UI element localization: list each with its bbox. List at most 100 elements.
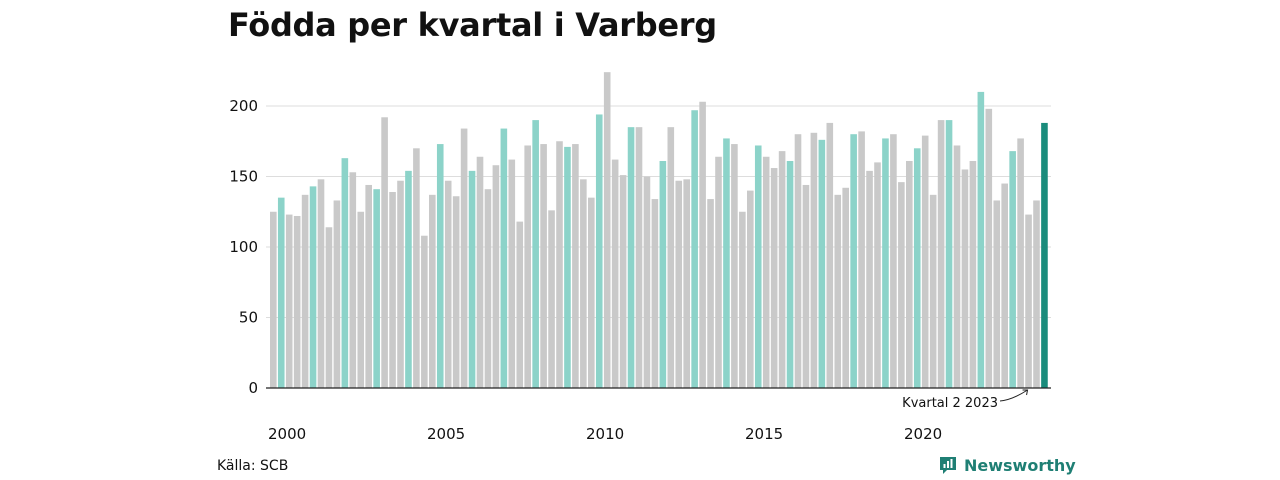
bar-2017-q1 (810, 132, 818, 388)
bar-2006-q3 (476, 156, 484, 388)
bar-2002-q2 (341, 158, 349, 388)
bar-2012-q1 (651, 199, 659, 388)
bar-2016-q3 (794, 134, 802, 388)
bar-2022-q2 (977, 91, 985, 389)
annotation: Kvartal 2 2023 (902, 389, 1029, 411)
bar-2009-q4 (580, 179, 587, 388)
bar-2020-q1 (906, 160, 913, 388)
bar-2000-q4 (293, 215, 301, 388)
bar-2011-q2 (627, 127, 635, 389)
x-tick-label: 2010 (586, 425, 624, 443)
bar-2003-q4 (389, 192, 396, 388)
bar-2021-q2 (945, 120, 953, 388)
chart-title: Födda per kvartal i Varberg (228, 6, 717, 44)
bar-2020-q2 (913, 148, 921, 388)
bar-2018-q1 (842, 187, 849, 388)
bar-2003-q2 (373, 189, 380, 388)
bar-2006-q1 (460, 128, 468, 388)
y-tick-label: 100 (229, 238, 258, 256)
bar-2022-q1 (969, 160, 977, 388)
bar-2017-q3 (826, 122, 834, 389)
y-tick-label: 200 (229, 97, 258, 115)
bar-2023-q4 (1025, 214, 1032, 388)
y-tick-label: 50 (239, 309, 258, 327)
bar-2012-q4 (675, 180, 683, 388)
bar-2006-q4 (484, 189, 492, 388)
bar-2015-q1 (747, 190, 754, 388)
brand-logo: Newsworthy (938, 455, 1076, 475)
bar-2004-q4 (421, 235, 428, 388)
bar-2007-q4 (516, 221, 524, 388)
bar-2008-q4 (548, 210, 555, 388)
x-tick-label: 2015 (745, 425, 783, 443)
bar-2013-q4 (707, 199, 714, 388)
bar-2001-q2 (309, 186, 317, 388)
bar-2016-q4 (802, 184, 810, 388)
bar-2022-q4 (993, 200, 1001, 388)
x-tick-label: 2000 (268, 425, 306, 443)
bar-2024-q1 (1033, 200, 1040, 388)
bar-2024-q2 (1041, 122, 1048, 389)
bar-2008-q3 (540, 144, 547, 388)
bar-2005-q4 (452, 196, 460, 388)
bar-2011-q1 (619, 175, 627, 388)
bar-2015-q3 (762, 156, 770, 388)
bar-2002-q4 (357, 211, 365, 388)
bar-2023-q2 (1009, 151, 1016, 388)
bar-2009-q1 (556, 141, 563, 388)
bar-2023-q3 (1017, 138, 1024, 388)
bar-2000-q2 (277, 197, 285, 388)
bar-2009-q2 (564, 146, 571, 388)
bar-2018-q2 (850, 134, 857, 388)
bar-2007-q1 (492, 165, 500, 388)
annotation-arrowhead (1022, 389, 1029, 396)
bar-2020-q3 (921, 135, 929, 388)
bar-2015-q2 (754, 145, 762, 388)
bar-2000-q1 (270, 211, 277, 388)
bar-2019-q4 (898, 182, 905, 388)
bar-2004-q1 (397, 180, 404, 388)
source-note: Källa: SCB (217, 458, 289, 474)
bar-2005-q2 (436, 144, 444, 388)
bar-2023-q1 (1001, 183, 1008, 388)
bar-2013-q3 (699, 101, 706, 389)
bar-2014-q1 (715, 156, 722, 388)
bar-2021-q3 (953, 145, 961, 388)
bar-2019-q1 (874, 162, 881, 388)
bar-2002-q1 (333, 200, 341, 388)
bar-2005-q1 (429, 194, 436, 388)
annotation-label: Kvartal 2 2023 (902, 396, 998, 411)
x-tick-label: 2020 (904, 425, 942, 443)
bar-2005-q3 (444, 180, 452, 388)
bar-2015-q4 (770, 168, 778, 388)
y-axis-ticks: 0 50 100 150 200 (229, 97, 258, 397)
bar-2014-q2 (723, 138, 730, 388)
bar-2019-q3 (890, 134, 897, 388)
bar-2008-q1 (524, 145, 531, 388)
y-tick-label: 150 (229, 168, 258, 186)
bar-2007-q2 (500, 128, 508, 388)
bar-2002-q3 (349, 172, 357, 388)
bar-2007-q3 (508, 159, 516, 388)
bar-2013-q1 (683, 179, 690, 388)
bar-2006-q2 (468, 170, 476, 388)
bar-2017-q4 (834, 194, 842, 388)
y-tick-label: 0 (248, 379, 258, 397)
bar-2019-q2 (882, 138, 889, 388)
bar-2004-q3 (413, 148, 420, 388)
bars (270, 72, 1048, 389)
bar-2001-q1 (301, 194, 309, 388)
x-tick-label: 2005 (427, 425, 465, 443)
bar-2018-q3 (858, 131, 865, 388)
bar-2022-q3 (985, 108, 993, 388)
bar-2018-q4 (866, 170, 873, 388)
bar-2010-q4 (611, 159, 619, 388)
bar-2017-q2 (818, 139, 826, 388)
brand-name: Newsworthy (964, 455, 1076, 475)
bar-2008-q2 (532, 120, 539, 388)
bar-2000-q3 (285, 214, 293, 388)
bar-2010-q3 (603, 72, 611, 388)
bar-2001-q3 (317, 179, 325, 388)
bar-2003-q3 (381, 117, 388, 388)
